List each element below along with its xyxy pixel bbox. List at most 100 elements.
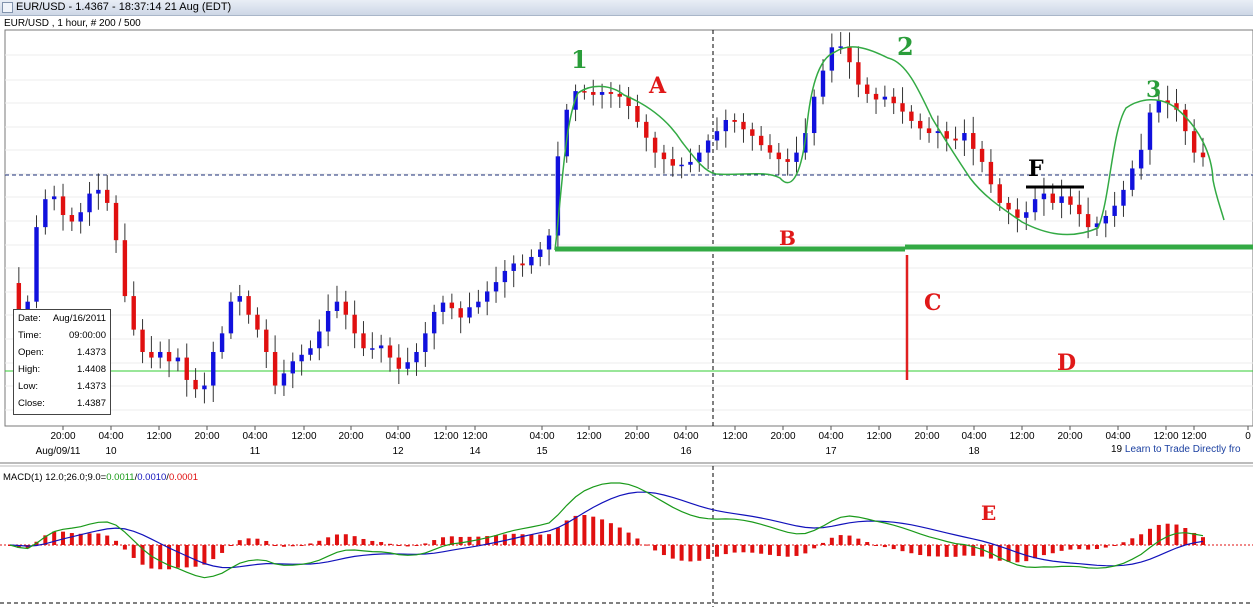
candle-body-102 xyxy=(909,111,914,121)
candle-body-95 xyxy=(847,46,852,63)
learn-to-trade-link[interactable]: Learn to Trade Directly fro xyxy=(1124,444,1241,455)
info-value: Aug/16/2011 xyxy=(52,313,106,324)
candle-body-108 xyxy=(962,133,967,141)
macd-hist-bar-30 xyxy=(273,545,278,546)
candle-body-118 xyxy=(1050,193,1055,203)
macd-hist-bar-108 xyxy=(962,545,967,556)
date-label-1: 10 xyxy=(105,446,117,457)
macd-hist-bar-47 xyxy=(423,543,428,545)
candle-body-124 xyxy=(1103,215,1108,224)
macd-hist-bar-49 xyxy=(441,537,446,545)
candle-body-132 xyxy=(1174,103,1179,110)
macd-hist-bar-69 xyxy=(617,527,622,545)
macd-hist-bar-40 xyxy=(361,538,366,545)
macd-hist-bar-95 xyxy=(847,535,852,545)
candle-body-71 xyxy=(635,106,640,122)
candle-body-59 xyxy=(529,256,534,266)
time-label-19: 04:00 xyxy=(961,431,986,442)
candle-body-16 xyxy=(149,351,154,358)
macd-hist-bar-99 xyxy=(882,545,887,548)
macd-hist-bar-41 xyxy=(370,540,375,545)
macd-hist-bar-65 xyxy=(582,515,587,545)
candle-body-21 xyxy=(193,379,198,390)
macd-hist-bar-76 xyxy=(679,545,684,561)
macd-hist-bar-120 xyxy=(1068,545,1073,550)
candle-body-57 xyxy=(511,263,516,271)
candle-body-114 xyxy=(1015,209,1020,218)
time-label-6: 20:00 xyxy=(338,431,363,442)
candle-body-63 xyxy=(564,109,569,157)
info-value: 1.4373 xyxy=(76,347,106,358)
macd-hist-bar-77 xyxy=(688,545,693,562)
time-axis: 20:00 04:00 12:00 20:00 04:00 12:00 20:00 04:00… xyxy=(36,426,1251,457)
time-label-16: 04:00 xyxy=(818,431,843,442)
candle-body-119 xyxy=(1059,196,1064,203)
candle-body-9 xyxy=(87,193,92,213)
macd-hist-bar-78 xyxy=(697,545,702,561)
macd-hist-bar-72 xyxy=(644,544,649,546)
time-label-5: 12:00 xyxy=(291,431,316,442)
macd-hist-bar-107 xyxy=(953,545,958,557)
candle-body-32 xyxy=(290,361,295,374)
macd-hist-bar-53 xyxy=(476,536,481,545)
candle-body-18 xyxy=(166,351,172,362)
macd-hist-bar-63 xyxy=(564,520,569,545)
macd-hist-bar-91 xyxy=(812,545,817,549)
annotation-label-f: F xyxy=(1028,156,1044,182)
candle-body-67 xyxy=(599,92,605,95)
time-label-3: 20:00 xyxy=(194,431,219,442)
candle-body-60 xyxy=(538,249,543,257)
macd-hist-bar-118 xyxy=(1050,545,1055,554)
candle-body-14 xyxy=(131,296,136,330)
macd-title: MACD(1) 12.0;26.0;9.0=0.0011/0.0010/0.00… xyxy=(3,472,198,483)
macd-title-prefix: MACD(1) 12.0;26.0;9.0= xyxy=(3,472,107,483)
macd-hist-bar-119 xyxy=(1059,545,1064,551)
time-label-21: 20:00 xyxy=(1057,431,1082,442)
info-label: High: xyxy=(18,364,41,375)
time-label-2: 12:00 xyxy=(146,431,171,442)
candle-body-24 xyxy=(219,333,225,352)
candle-body-25 xyxy=(228,301,234,334)
candle-body-33 xyxy=(299,354,304,362)
macd-panel xyxy=(0,482,1253,579)
macd-hist-bar-121 xyxy=(1077,545,1082,550)
macd-hist-bar-117 xyxy=(1041,545,1046,556)
candle-body-130 xyxy=(1156,100,1162,113)
macd-hist-bar-22 xyxy=(202,545,207,565)
macd-hist-bar-62 xyxy=(555,527,560,545)
macd-hist-bar-25 xyxy=(228,545,233,546)
macd-hist-bar-60 xyxy=(538,534,543,545)
info-value: 1.4387 xyxy=(76,398,106,409)
macd-hist-bar-114 xyxy=(1015,545,1020,563)
macd-hist-bar-131 xyxy=(1165,523,1170,545)
macd-hist-bar-100 xyxy=(891,545,896,550)
macd-hist-bar-64 xyxy=(573,515,578,545)
candle-body-11 xyxy=(105,189,110,203)
annotation-label-3: 3 xyxy=(1146,77,1161,103)
macd-title-histogram: 0.0001 xyxy=(169,472,198,483)
macd-hist-bar-116 xyxy=(1033,545,1038,559)
candle-body-43 xyxy=(387,345,393,358)
macd-hist-bar-75 xyxy=(670,545,675,559)
candle-body-131 xyxy=(1165,100,1170,104)
candle-body-6 xyxy=(60,196,66,216)
candle-body-45 xyxy=(405,362,410,369)
info-label: Time: xyxy=(18,330,42,341)
info-row-high: High: 1.4408 xyxy=(18,364,106,380)
candle-body-135 xyxy=(1200,152,1206,158)
candle-body-34 xyxy=(308,348,313,355)
macd-hist-bar-80 xyxy=(714,545,719,557)
macd-hist-bar-7 xyxy=(69,533,74,545)
macd-title-value: 0.0011 xyxy=(106,472,134,483)
macd-hist-bar-1 xyxy=(16,545,21,548)
info-row-open: Open: 1.4373 xyxy=(18,347,106,363)
macd-hist-bar-27 xyxy=(246,538,251,545)
candle-body-66 xyxy=(591,92,596,95)
candle-body-104 xyxy=(926,128,932,134)
macd-hist-bar-51 xyxy=(458,536,463,545)
macd-hist-bar-66 xyxy=(591,516,596,545)
time-label-4: 04:00 xyxy=(242,431,267,442)
macd-hist-bar-85 xyxy=(759,545,764,554)
time-label-8: 12:00 xyxy=(433,431,458,442)
macd-title-signal: 0.0010 xyxy=(137,472,166,483)
